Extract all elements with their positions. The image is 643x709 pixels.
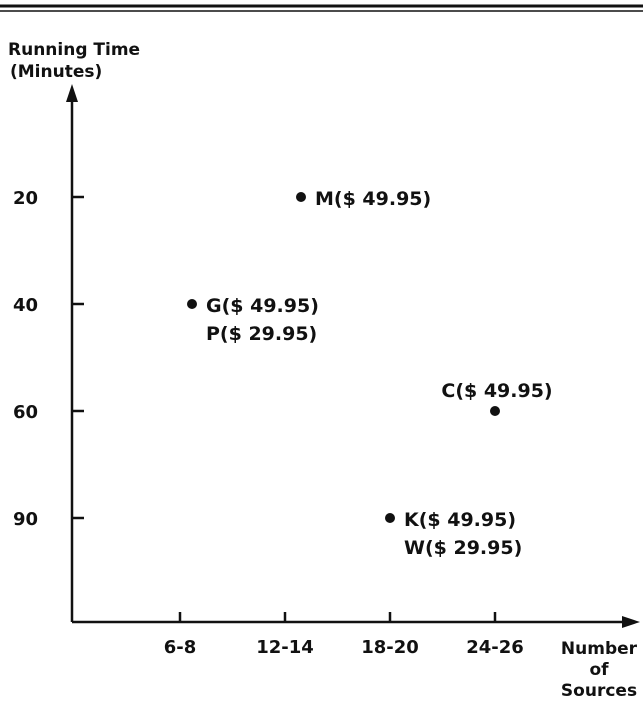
point-label: K($ 49.95) [404,509,516,531]
point-label: M($ 49.95) [315,188,431,210]
point-label: W($ 29.95) [404,537,522,559]
x-axis-arrow [622,616,640,628]
data-point [385,513,395,523]
points-group: M($ 49.95) G($ 49.95) P($ 29.95) C($ 49.95)… [187,188,553,559]
point-label: P($ 29.95) [206,323,317,345]
data-point [490,406,500,416]
x-tick-label: 12-14 [256,637,314,658]
y-tick-label: 60 [13,402,38,423]
ticks-group: 6-8 12-14 18-20 24-26 20 40 60 90 [13,188,524,658]
y-axis-title-line-1: Running Time [8,40,140,60]
y-tick-label: 40 [13,295,38,316]
point-label: G($ 49.95) [206,295,319,317]
x-axis-title-line-1: Number [561,639,638,659]
data-point [296,192,306,202]
y-axis-title-line-2: (Minutes) [10,62,102,82]
data-point [187,299,197,309]
y-tick-label: 20 [13,188,38,209]
x-tick-label: 6-8 [164,637,197,658]
point-label: C($ 49.95) [441,380,552,402]
x-axis-title-line-3: Sources [561,681,637,701]
x-tick-label: 24-26 [466,637,524,658]
y-tick-label: 90 [13,509,38,530]
x-axis-title-line-2: of [589,660,609,680]
y-axis-arrow [66,84,78,102]
x-tick-label: 18-20 [361,637,419,658]
